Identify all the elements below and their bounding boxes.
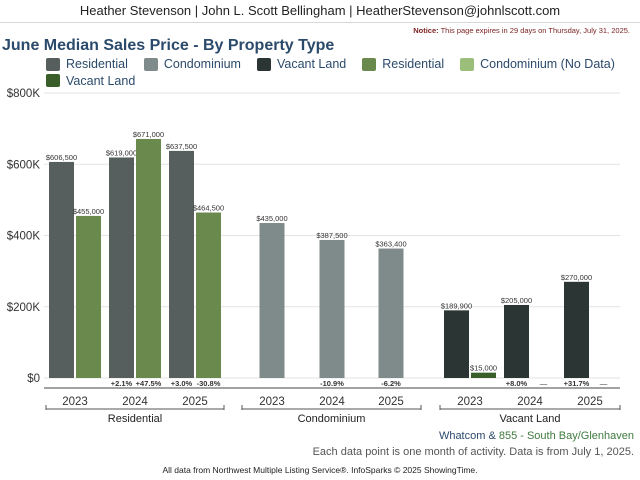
legend-item[interactable]: Condominium (No Data) bbox=[460, 57, 615, 71]
legend-label: Residential bbox=[382, 57, 445, 71]
chart-title: June Median Sales Price - By Property Ty… bbox=[2, 37, 335, 54]
x-tick-label: 2023 bbox=[457, 396, 483, 408]
x-tick-label: 2025 bbox=[182, 396, 208, 408]
bar-value-label: $270,000 bbox=[561, 273, 592, 282]
legend-swatch bbox=[143, 57, 158, 71]
legend-item[interactable]: Residential bbox=[362, 57, 444, 71]
group-label: Residential bbox=[108, 413, 162, 425]
change-label: -10.9% bbox=[320, 379, 344, 388]
group-label: Vacant Land bbox=[500, 413, 561, 425]
y-tick-label: $0 bbox=[27, 373, 40, 385]
change-label: — bbox=[600, 379, 608, 388]
change-label: +2.1% bbox=[111, 379, 133, 388]
legend-label: Vacant Land bbox=[276, 57, 347, 71]
bar bbox=[471, 372, 496, 378]
x-tick-label: 2023 bbox=[62, 396, 88, 408]
area-label: Whatcom & 855 - South Bay/Glenhaven bbox=[439, 430, 634, 442]
bar bbox=[564, 281, 589, 378]
chart-legend: Residential Condominium Vacant Land Residen… bbox=[46, 57, 636, 90]
x-tick-label: 2024 bbox=[122, 396, 148, 408]
bar-value-label: $606,500 bbox=[46, 153, 77, 162]
bar bbox=[196, 212, 221, 378]
change-label: +8.0% bbox=[506, 379, 528, 388]
bar-value-label: $619,000 bbox=[106, 148, 137, 157]
change-label: +47.5% bbox=[136, 379, 162, 388]
change-label: -6.2% bbox=[381, 379, 401, 388]
legend-swatch bbox=[460, 57, 475, 71]
bar-value-label: $363,400 bbox=[375, 240, 406, 249]
bar bbox=[319, 239, 345, 378]
legend-label: Condominium (No Data) bbox=[480, 57, 615, 71]
bar bbox=[136, 138, 161, 378]
bar-value-label: $671,000 bbox=[133, 130, 164, 139]
change-label: -30.8% bbox=[197, 379, 221, 388]
expiry-notice: Notice: This page expires in 29 days on … bbox=[413, 26, 630, 35]
data-note: Each data point is one month of activity… bbox=[312, 446, 634, 458]
y-tick-label: $600K bbox=[7, 159, 41, 171]
bar bbox=[504, 304, 529, 378]
x-tick-label: 2024 bbox=[517, 396, 543, 408]
bar bbox=[259, 223, 285, 378]
x-tick-label: 2023 bbox=[259, 396, 285, 408]
notice-text: This page expires in 29 days on Thursday… bbox=[438, 26, 630, 35]
change-label: — bbox=[540, 379, 548, 388]
bar-value-label: $464,500 bbox=[193, 204, 224, 213]
group-label: Condominium bbox=[298, 413, 366, 425]
bar-value-label: $189,900 bbox=[441, 301, 472, 310]
bar-value-label: $455,000 bbox=[73, 207, 104, 216]
bar-value-label: $205,000 bbox=[501, 296, 532, 305]
bar-value-label: $435,000 bbox=[256, 214, 287, 223]
bar bbox=[49, 161, 74, 378]
x-tick-label: 2025 bbox=[577, 396, 603, 408]
x-tick-label: 2024 bbox=[319, 396, 345, 408]
change-label: +3.0% bbox=[171, 379, 193, 388]
legend-item[interactable]: Residential bbox=[46, 57, 128, 71]
legend-label: Condominium bbox=[163, 57, 241, 71]
change-label: +31.7% bbox=[564, 379, 590, 388]
notice-label: Notice: bbox=[413, 26, 439, 35]
x-tick-label: 2025 bbox=[378, 396, 404, 408]
agent-header-bar: Heather Stevenson | John L. Scott Bellin… bbox=[0, 0, 640, 23]
agent-contact-line: Heather Stevenson | John L. Scott Bellin… bbox=[79, 3, 561, 18]
area-highlight: 855 - South Bay/Glenhaven bbox=[498, 430, 634, 442]
y-tick-label: $400K bbox=[7, 231, 41, 243]
bar bbox=[444, 310, 469, 378]
legend-label: Residential bbox=[66, 57, 128, 71]
legend-swatch bbox=[256, 57, 271, 71]
area-prefix: Whatcom & bbox=[438, 430, 499, 442]
legend-item[interactable]: Vacant Land bbox=[46, 74, 135, 88]
legend-item[interactable]: Condominium bbox=[143, 57, 241, 71]
bar bbox=[378, 248, 404, 378]
bar bbox=[109, 157, 134, 378]
y-tick-label: $800K bbox=[7, 88, 41, 100]
legend-label: Vacant Land bbox=[66, 73, 136, 88]
bar-value-label: $15,000 bbox=[470, 364, 497, 373]
source-credit: All data from Northwest Multiple Listing… bbox=[162, 465, 478, 475]
y-tick-label: $200K bbox=[7, 302, 41, 314]
legend-item[interactable]: Vacant Land bbox=[256, 57, 347, 71]
bar bbox=[76, 215, 101, 378]
bar bbox=[169, 150, 194, 378]
bar-value-label: $387,500 bbox=[316, 231, 347, 240]
legend-swatch bbox=[46, 57, 60, 71]
legend-swatch bbox=[362, 57, 377, 71]
bar-value-label: $637,500 bbox=[166, 142, 197, 151]
legend-swatch bbox=[46, 74, 60, 87]
